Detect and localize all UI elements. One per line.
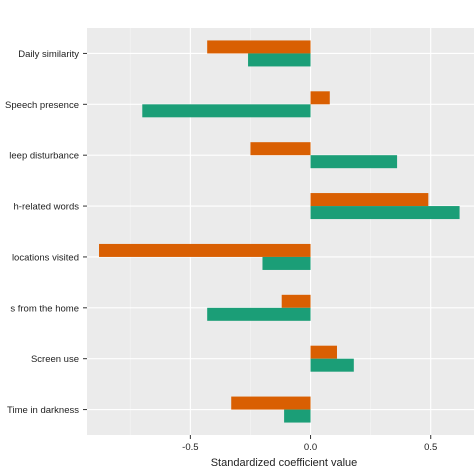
y-tick-label: Screen use	[31, 354, 79, 365]
y-tick-label: s from the home	[10, 303, 79, 314]
bar	[142, 104, 311, 118]
bar	[207, 40, 311, 54]
y-axis-ticks: Daily similarity Speech presence leep dist…	[5, 49, 87, 416]
x-axis-title: Standardized coefficient value	[211, 457, 358, 469]
bar	[310, 155, 398, 169]
x-tick-label: -0.5	[182, 442, 198, 453]
bar	[262, 256, 311, 270]
bar	[310, 206, 460, 220]
bar	[207, 307, 311, 321]
y-tick-label: Time in darkness	[7, 405, 79, 416]
y-tick-label: Speech presence	[5, 100, 79, 111]
bar	[99, 243, 311, 257]
bar	[250, 142, 311, 156]
bar	[248, 53, 311, 67]
x-axis-ticks: -0.5 0.0 0.5	[182, 435, 437, 453]
bar	[281, 294, 311, 308]
x-tick-label: 0.5	[424, 442, 437, 453]
bar	[310, 91, 330, 105]
bar	[310, 193, 429, 207]
y-tick-label: leep disturbance	[9, 151, 79, 162]
y-tick-label: locations visited	[12, 252, 79, 263]
bars	[99, 40, 460, 423]
bar	[284, 409, 311, 423]
x-tick-label: 0.0	[304, 442, 317, 453]
y-tick-label: Daily similarity	[18, 49, 79, 60]
y-tick-label: h-related words	[14, 202, 80, 213]
bar	[231, 396, 311, 410]
plot-panel	[87, 28, 474, 435]
bar	[310, 358, 354, 372]
bar	[310, 345, 337, 359]
